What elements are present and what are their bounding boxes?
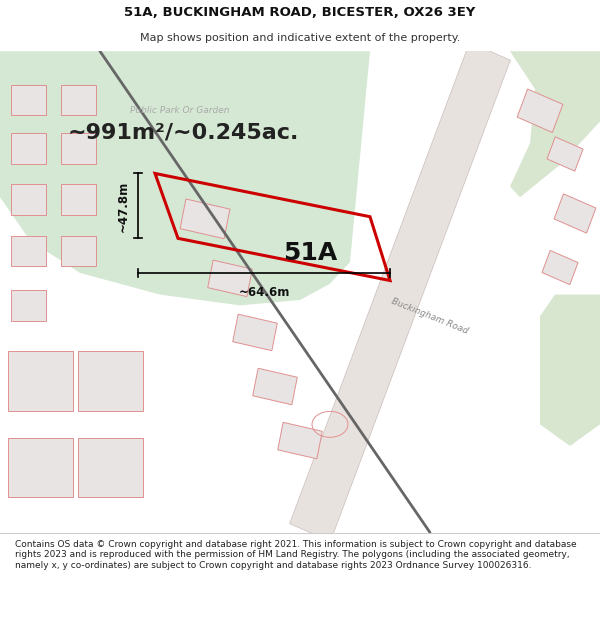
- Polygon shape: [7, 351, 73, 411]
- Polygon shape: [11, 184, 46, 214]
- Polygon shape: [61, 134, 95, 164]
- Text: ~991m²/~0.245ac.: ~991m²/~0.245ac.: [68, 122, 299, 142]
- Polygon shape: [61, 85, 95, 115]
- Polygon shape: [208, 260, 252, 297]
- Text: Buckingham Road: Buckingham Road: [391, 297, 470, 336]
- Polygon shape: [554, 194, 596, 233]
- Text: Public Park Or Garden: Public Park Or Garden: [130, 106, 230, 115]
- Polygon shape: [61, 236, 95, 266]
- Polygon shape: [0, 51, 370, 306]
- Polygon shape: [510, 51, 600, 198]
- Polygon shape: [233, 314, 277, 351]
- Polygon shape: [540, 294, 600, 446]
- Polygon shape: [517, 89, 563, 132]
- Text: ~64.6m: ~64.6m: [238, 286, 290, 299]
- Polygon shape: [77, 438, 143, 498]
- Polygon shape: [278, 422, 322, 459]
- Polygon shape: [547, 137, 583, 171]
- Polygon shape: [7, 438, 73, 498]
- Text: Contains OS data © Crown copyright and database right 2021. This information is : Contains OS data © Crown copyright and d…: [15, 540, 577, 570]
- Polygon shape: [77, 351, 143, 411]
- Polygon shape: [180, 199, 230, 239]
- Polygon shape: [253, 368, 297, 405]
- Polygon shape: [11, 236, 46, 266]
- Polygon shape: [11, 290, 46, 321]
- Text: 51A, BUCKINGHAM ROAD, BICESTER, OX26 3EY: 51A, BUCKINGHAM ROAD, BICESTER, OX26 3EY: [124, 6, 476, 19]
- Polygon shape: [61, 184, 95, 214]
- Polygon shape: [542, 251, 578, 284]
- Polygon shape: [11, 85, 46, 115]
- Text: ~47.8m: ~47.8m: [117, 180, 130, 231]
- Polygon shape: [290, 42, 511, 541]
- Polygon shape: [11, 134, 46, 164]
- Text: 51A: 51A: [283, 241, 337, 266]
- Text: Map shows position and indicative extent of the property.: Map shows position and indicative extent…: [140, 33, 460, 44]
